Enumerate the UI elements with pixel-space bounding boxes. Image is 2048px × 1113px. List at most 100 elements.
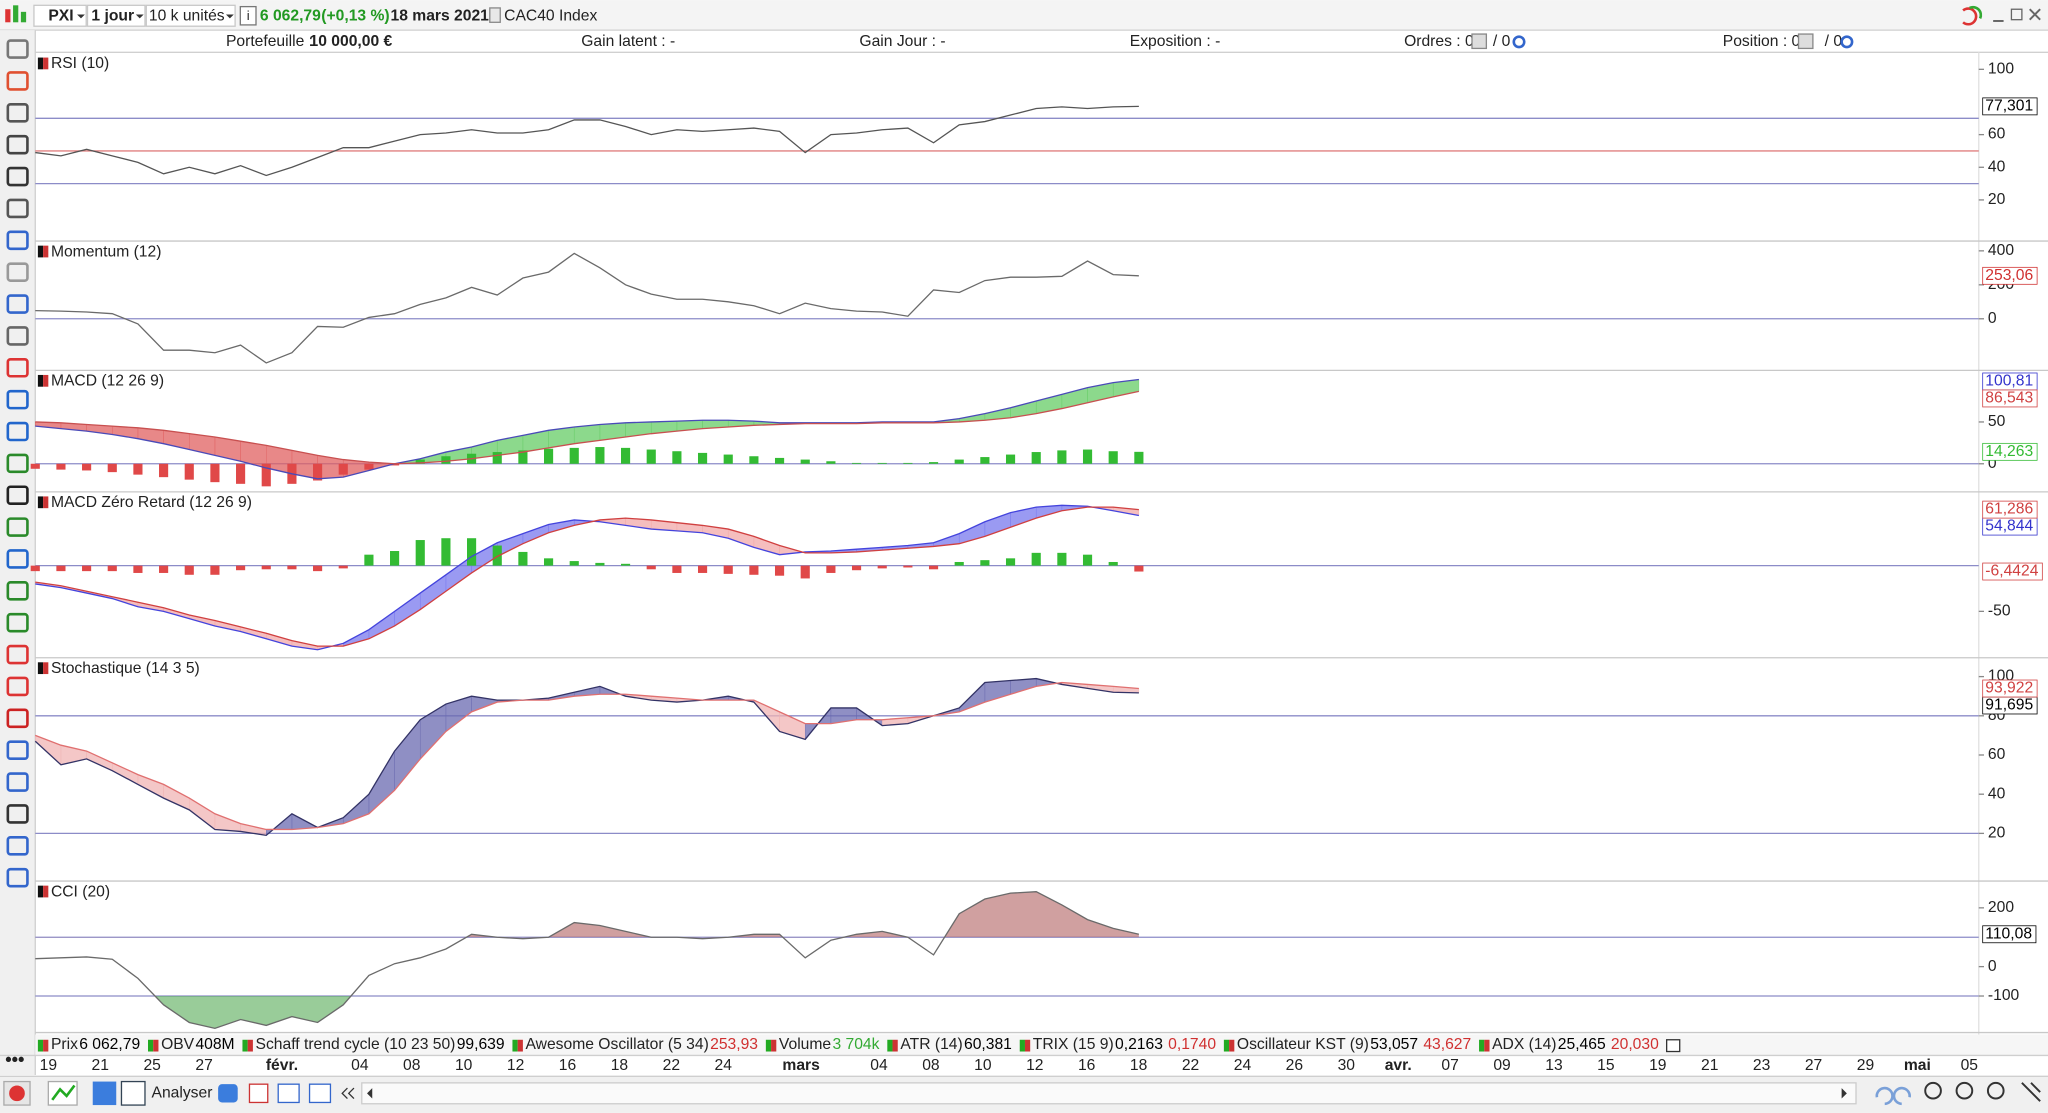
list-button[interactable] xyxy=(248,1083,269,1104)
tool-icon[interactable] xyxy=(6,326,29,346)
zoom-fit-button[interactable] xyxy=(1924,1081,1942,1100)
histogram-bar xyxy=(569,561,579,566)
redo-button[interactable] xyxy=(1892,1086,1911,1106)
legend-icon xyxy=(1484,1039,1490,1052)
exposition: Exposition : - xyxy=(1130,33,1221,50)
panel-icon xyxy=(43,57,49,70)
tool-icon[interactable] xyxy=(6,549,29,569)
x-tick-label: 29 xyxy=(1857,1057,1874,1074)
histogram-bar xyxy=(236,565,246,571)
gain-jour: Gain Jour : - xyxy=(859,33,945,50)
tool-icon[interactable] xyxy=(6,485,29,506)
refresh-icon[interactable] xyxy=(1962,7,1978,26)
chat-button[interactable] xyxy=(218,1084,238,1103)
tool-icon[interactable] xyxy=(6,294,29,314)
legend-icon xyxy=(892,1039,898,1052)
analyse-button[interactable]: Analyser xyxy=(152,1084,213,1101)
layout-button[interactable] xyxy=(120,1080,146,1106)
zoom-in-button[interactable] xyxy=(1986,1081,2005,1100)
y-tick-label: 0 xyxy=(1988,958,1997,975)
scroll-left[interactable] xyxy=(367,1088,373,1099)
position-icon[interactable] xyxy=(1797,33,1814,50)
value-label-box xyxy=(1982,389,2038,408)
histogram-bar xyxy=(364,554,374,566)
tool-icon[interactable] xyxy=(6,134,29,155)
units-dropdown[interactable] xyxy=(145,4,236,27)
tool-icon[interactable] xyxy=(6,517,29,537)
tool-icon[interactable] xyxy=(6,676,29,697)
tool-icon[interactable] xyxy=(6,230,29,251)
info-icon[interactable] xyxy=(239,5,257,26)
legend-name: Awesome Oscillator (5 34) xyxy=(526,1036,709,1053)
menu-icon xyxy=(9,1085,25,1102)
tool-icon[interactable] xyxy=(6,804,29,824)
indicator-line xyxy=(35,504,1139,651)
tool-icon[interactable] xyxy=(6,867,29,888)
y-tick-label: 60 xyxy=(1988,126,2006,143)
close-button[interactable] xyxy=(2029,8,2041,21)
settings-icon[interactable] xyxy=(1840,35,1854,49)
histogram-bar xyxy=(415,540,425,566)
units: 10 k unités xyxy=(149,8,225,25)
panel-title: CCI (20) xyxy=(51,883,110,900)
tool-icon[interactable] xyxy=(6,71,29,91)
tool-icon[interactable] xyxy=(6,357,29,378)
x-tick-label: 18 xyxy=(611,1057,629,1074)
window-button[interactable] xyxy=(277,1083,300,1104)
resize-button[interactable] xyxy=(2021,1082,2041,1102)
position-sep: / 0 xyxy=(1825,33,1843,50)
scrollbar[interactable] xyxy=(361,1082,1857,1105)
tool-icon[interactable] xyxy=(6,198,29,219)
tool-icon[interactable] xyxy=(6,421,29,442)
histogram-bar xyxy=(1005,454,1016,464)
x-tick-label: 18 xyxy=(1130,1057,1148,1074)
tool-icon[interactable] xyxy=(6,39,29,59)
histogram-bar xyxy=(1057,552,1067,566)
x-tick-label: 19 xyxy=(40,1057,57,1074)
tool-icon[interactable] xyxy=(6,708,29,729)
portfolio-label: Portefeuille : xyxy=(226,33,313,50)
tool-icon[interactable] xyxy=(6,581,29,601)
histogram-bar xyxy=(980,457,990,464)
tool-icon[interactable] xyxy=(6,389,29,410)
tool-icon[interactable] xyxy=(6,166,29,187)
orders: Ordres : 0 xyxy=(1404,33,1474,50)
y-tick-label: 50 xyxy=(1988,413,2006,430)
legend-name: Oscillateur KST (9) xyxy=(1237,1036,1369,1053)
dropdown-arrow xyxy=(77,14,85,19)
tool-icon[interactable] xyxy=(6,612,29,633)
orders-sep: / 0 xyxy=(1493,33,1511,50)
level-fill xyxy=(35,996,1139,1029)
tool-icon[interactable] xyxy=(6,453,29,474)
app-logo[interactable] xyxy=(5,5,27,23)
histogram-bar xyxy=(954,459,964,464)
tool-icon[interactable] xyxy=(6,644,29,665)
histogram-bar xyxy=(877,565,887,569)
value-label: 253,06 xyxy=(1985,267,2033,284)
legend-expand[interactable] xyxy=(1666,1039,1681,1053)
histogram-bar xyxy=(338,463,348,475)
symbol-dropdown[interactable] xyxy=(33,4,87,27)
scroll-right[interactable] xyxy=(1841,1088,1847,1099)
histogram-bar xyxy=(56,565,66,572)
tool-icon[interactable] xyxy=(6,262,29,282)
tool-icon[interactable] xyxy=(6,103,29,123)
orders-icon[interactable] xyxy=(1471,33,1488,50)
undo-button[interactable] xyxy=(1875,1086,1894,1106)
restore-button[interactable] xyxy=(2010,8,2023,21)
share-button[interactable] xyxy=(92,1081,117,1106)
histogram-bar xyxy=(1108,451,1118,464)
tool-icon[interactable] xyxy=(6,740,29,760)
window-button[interactable] xyxy=(308,1083,332,1104)
settings-icon[interactable] xyxy=(1512,35,1526,49)
value-label: 86,543 xyxy=(1985,390,2033,407)
more-tools[interactable]: ••• xyxy=(5,1048,24,1069)
tool-icon[interactable] xyxy=(6,772,29,792)
collapse-button[interactable] xyxy=(341,1087,355,1100)
zoom-out-button[interactable] xyxy=(1955,1081,1974,1100)
period-dropdown[interactable] xyxy=(86,4,146,27)
tool-icon[interactable] xyxy=(6,836,29,856)
